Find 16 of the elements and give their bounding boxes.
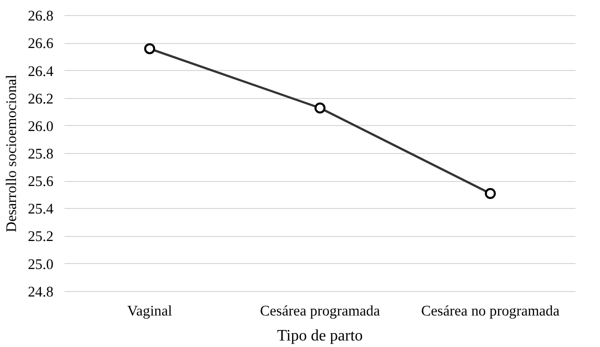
y-tick-label: 25.2 [28, 229, 54, 246]
x-tick-label: Cesárea no programada [421, 304, 560, 320]
x-tick-label: Cesárea programada [260, 304, 381, 320]
y-tick-label: 24.8 [28, 284, 54, 300]
y-tick-label: 25.4 [28, 202, 54, 218]
x-axis-title: Tipo de parto [277, 328, 363, 344]
y-tick-label: 26.0 [28, 118, 54, 135]
y-tick-label: 26.4 [28, 64, 54, 80]
y-tick-label: 25.6 [28, 174, 54, 190]
y-axis-title: Desarrollo socioemocional [4, 74, 20, 232]
y-tick-label: 25.8 [28, 146, 54, 162]
y-tick-label: 26.8 [28, 8, 54, 25]
y-tick-label: 26.2 [28, 91, 54, 108]
x-tick-label: Vaginal [127, 304, 172, 320]
y-tick-label: 25.0 [28, 256, 54, 273]
y-tick-label: 26.6 [28, 36, 54, 52]
